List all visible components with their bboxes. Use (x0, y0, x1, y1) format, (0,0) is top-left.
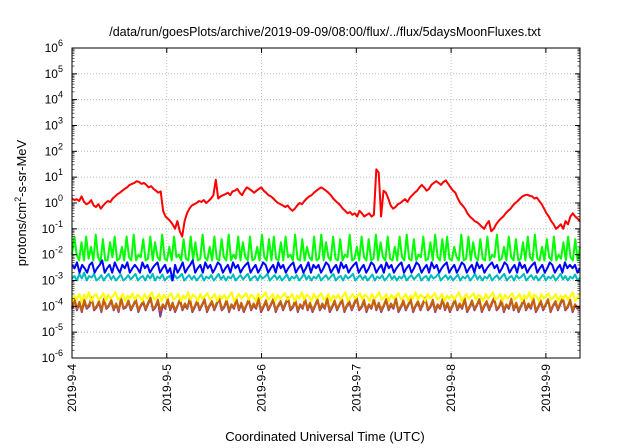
x-axis-ticks: 2019-9-4 2019-9-5 2019-9-6 2019-9-7 2019-9-8… (65, 48, 553, 412)
y-tick-exponent: 5 (58, 64, 63, 74)
x-tick-label: 2019-9-9 (539, 364, 553, 412)
y-tick-label: 101 (45, 167, 63, 184)
y-tick-exponent: -2 (55, 245, 63, 255)
series-line (71, 168, 581, 238)
y-tick-label: 102 (45, 141, 63, 158)
series-line (71, 291, 581, 303)
y-tick-label: 104 (45, 90, 63, 107)
y-tick-base: 10 (45, 144, 59, 158)
x-tick-label: 2019-9-5 (160, 364, 174, 412)
y-axis-label-rest: -s-sr-MeV (14, 139, 29, 196)
y-tick-label: 10-5 (42, 322, 63, 339)
y-tick-base: 10 (42, 222, 56, 236)
y-tick-exponent: -5 (55, 322, 63, 332)
y-axis-label-sup: 2 (13, 197, 23, 202)
y-tick-base: 10 (45, 67, 59, 81)
y-tick-label: 106 (45, 38, 63, 55)
y-tick-exponent: -6 (55, 348, 63, 358)
x-tick-label: 2019-9-4 (65, 364, 79, 412)
y-tick-base: 10 (42, 248, 56, 262)
y-tick-label: 10-3 (42, 271, 63, 288)
y-tick-label: 10-2 (42, 245, 63, 262)
y-tick-label: 10-4 (42, 296, 63, 313)
x-axis-label: Coordinated Universal Time (UTC) (225, 429, 424, 444)
y-tick-exponent: 6 (58, 38, 63, 48)
y-tick-exponent: 1 (58, 167, 63, 177)
x-tick-label: 2019-9-7 (349, 364, 363, 412)
y-tick-exponent: -1 (55, 219, 63, 229)
y-tick-base: 10 (45, 170, 59, 184)
x-tick-label: 2019-9-8 (444, 364, 458, 412)
y-tick-base: 10 (45, 196, 59, 210)
series-line (71, 271, 581, 282)
x-tick-label: 2019-9-6 (255, 364, 269, 412)
y-axis-label-base: protons/cm (14, 202, 29, 266)
y-tick-label: 10-1 (42, 219, 63, 236)
y-tick-base: 10 (42, 274, 56, 288)
chart-title: /data/run/goesPlots/archive/2019-09-09/0… (109, 25, 541, 39)
series-group (71, 168, 581, 318)
y-tick-base: 10 (42, 299, 56, 313)
y-tick-label: 103 (45, 116, 63, 133)
y-tick-exponent: 0 (58, 193, 63, 203)
y-tick-label: 100 (45, 193, 63, 210)
y-tick-label: 10-6 (42, 348, 63, 365)
y-tick-label: 105 (45, 64, 63, 81)
y-tick-base: 10 (42, 351, 56, 365)
series-line (71, 259, 581, 282)
y-tick-base: 10 (42, 325, 56, 339)
y-tick-exponent: 3 (58, 116, 63, 126)
y-tick-exponent: 4 (58, 90, 63, 100)
y-tick-base: 10 (45, 93, 59, 107)
y-tick-exponent: -3 (55, 271, 63, 281)
y-axis-ticks: 10-610-510-410-310-210-11001011021031041… (42, 38, 580, 365)
series-line (71, 233, 581, 264)
y-tick-exponent: 2 (58, 141, 63, 151)
y-axis-label: protons/cm2-s-sr-MeV (13, 139, 29, 266)
y-tick-base: 10 (45, 119, 59, 133)
y-tick-base: 10 (45, 41, 59, 55)
y-tick-exponent: -4 (55, 296, 63, 306)
series-line (71, 296, 581, 312)
